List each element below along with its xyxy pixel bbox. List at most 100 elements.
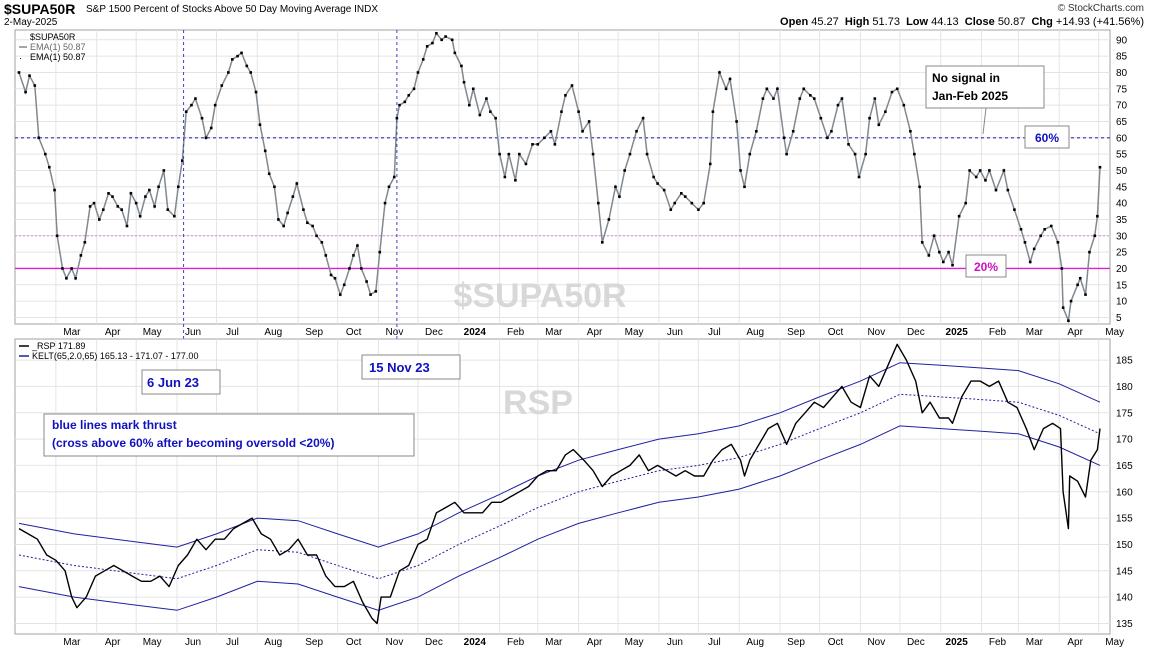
- breadth-point: [679, 192, 683, 195]
- low-label: Low: [906, 16, 929, 28]
- breadth-point: [782, 136, 786, 140]
- breadth-point: [840, 97, 844, 100]
- breadth-point: [503, 175, 507, 179]
- breadth-point: [1088, 250, 1091, 254]
- breadth-y-tick-label: 75: [1116, 84, 1128, 95]
- no-signal-pointer: [982, 107, 987, 135]
- breadth-point: [180, 159, 184, 162]
- breadth-point: [431, 41, 434, 45]
- breadth-point: [258, 123, 262, 127]
- breadth-point: [352, 254, 355, 257]
- price-y-tick-label: 155: [1116, 514, 1133, 525]
- breadth-point: [33, 84, 37, 87]
- breadth-point: [209, 126, 213, 130]
- breadth-x-tick-label: Apr: [1067, 327, 1083, 338]
- label-20-box: [965, 254, 1007, 278]
- breadth-point: [978, 169, 982, 172]
- breadth-point: [320, 241, 324, 244]
- breadth-point: [1061, 306, 1065, 309]
- breadth-point: [724, 87, 728, 91]
- breadth-y-tick-label: 35: [1116, 215, 1128, 226]
- price-x-tick-label: Oct: [828, 637, 844, 648]
- breadth-point: [964, 201, 967, 205]
- breadth-point: [134, 201, 138, 205]
- legend-price: _RSP 171.89: [31, 341, 85, 351]
- breadth-x-tick-label: Jul: [226, 327, 239, 338]
- breadth-point: [1032, 247, 1036, 251]
- high-label: High: [844, 16, 870, 28]
- breadth-x-tick-label: Aug: [264, 327, 282, 338]
- breadth-point: [425, 45, 429, 48]
- breadth-point: [200, 116, 204, 120]
- breadth-point: [1067, 319, 1070, 323]
- breadth-point: [416, 71, 420, 74]
- breadth-point: [748, 152, 752, 156]
- breadth-point: [836, 103, 840, 107]
- breadth-point: [1056, 241, 1060, 244]
- breadth-x-tick-label: 2025: [946, 327, 969, 338]
- keltner-upper: [18, 362, 1101, 548]
- price-x-tick-label: Apr: [587, 637, 603, 648]
- legend-kelt: KELT(65,2.0,65) 165.13 - 171.07 - 177.00: [32, 351, 198, 361]
- breadth-point: [739, 169, 742, 172]
- symbol-description: S&P 1500 Percent of Stocks Above 50 Day …: [86, 4, 379, 15]
- breadth-point: [1002, 169, 1006, 172]
- breadth-point: [98, 218, 101, 221]
- breadth-point: [728, 77, 732, 81]
- breadth-point: [1049, 224, 1053, 228]
- breadth-x-tick-label: May: [143, 327, 162, 338]
- breadth-point: [291, 195, 295, 198]
- breadth-point: [927, 254, 931, 257]
- breadth-point: [282, 224, 285, 228]
- chart-header: $SUPA50R S&P 1500 Percent of Stocks Abov…: [0, 0, 1150, 30]
- breadth-watermark: $SUPA50R: [453, 277, 626, 315]
- breadth-point: [669, 208, 673, 211]
- breadth-point: [129, 192, 133, 195]
- breadth-x-tick-label: Apr: [587, 327, 603, 338]
- breadth-point: [494, 116, 497, 120]
- breadth-point: [1043, 227, 1046, 231]
- breadth-x-tick-label: Nov: [386, 327, 404, 338]
- breadth-point: [968, 169, 971, 172]
- breadth-point: [1084, 293, 1087, 296]
- breadth-y-tick-label: 85: [1116, 52, 1128, 63]
- breadth-point: [947, 250, 950, 254]
- breadth-point: [190, 103, 193, 107]
- breadth-point: [776, 87, 779, 91]
- thrust-note-box: [43, 413, 415, 457]
- breadth-point: [460, 64, 463, 68]
- breadth-point: [518, 152, 521, 156]
- jun-label-box: [141, 369, 221, 395]
- ohlc-readout: Open 45.27 High 51.73 Low 44.13 Close 50…: [780, 16, 1144, 28]
- breadth-point: [577, 110, 580, 113]
- keltner-lower: [18, 425, 1101, 611]
- low-value: 44.13: [931, 16, 959, 28]
- price-y-tick-label: 140: [1116, 593, 1133, 604]
- breadth-point: [932, 234, 936, 238]
- price-y-tick-label: 185: [1116, 356, 1133, 367]
- breadth-point: [549, 129, 553, 133]
- breadth-point: [277, 218, 280, 221]
- legend-ema-2: EMA(1) 50.87: [30, 52, 86, 62]
- breadth-point: [306, 221, 309, 225]
- legend-ema-1: EMA(1) 50.87: [30, 42, 86, 52]
- breadth-point: [507, 152, 511, 156]
- breadth-point: [88, 205, 92, 208]
- breadth-point: [329, 273, 333, 277]
- price-x-tick-label: May: [625, 637, 644, 648]
- breadth-point: [383, 201, 387, 205]
- breadth-point: [761, 97, 765, 100]
- breadth-point: [44, 152, 47, 156]
- breadth-y-tick-label: 30: [1116, 231, 1128, 242]
- breadth-point: [338, 293, 342, 296]
- breadth-point: [453, 51, 457, 55]
- label-60-text: 60%: [1035, 131, 1059, 145]
- breadth-point: [938, 250, 941, 254]
- breadth-y-tick-label: 50: [1116, 166, 1128, 177]
- breadth-point: [392, 175, 396, 179]
- breadth-point: [765, 87, 769, 91]
- breadth-point: [120, 208, 124, 211]
- breadth-point: [138, 214, 142, 218]
